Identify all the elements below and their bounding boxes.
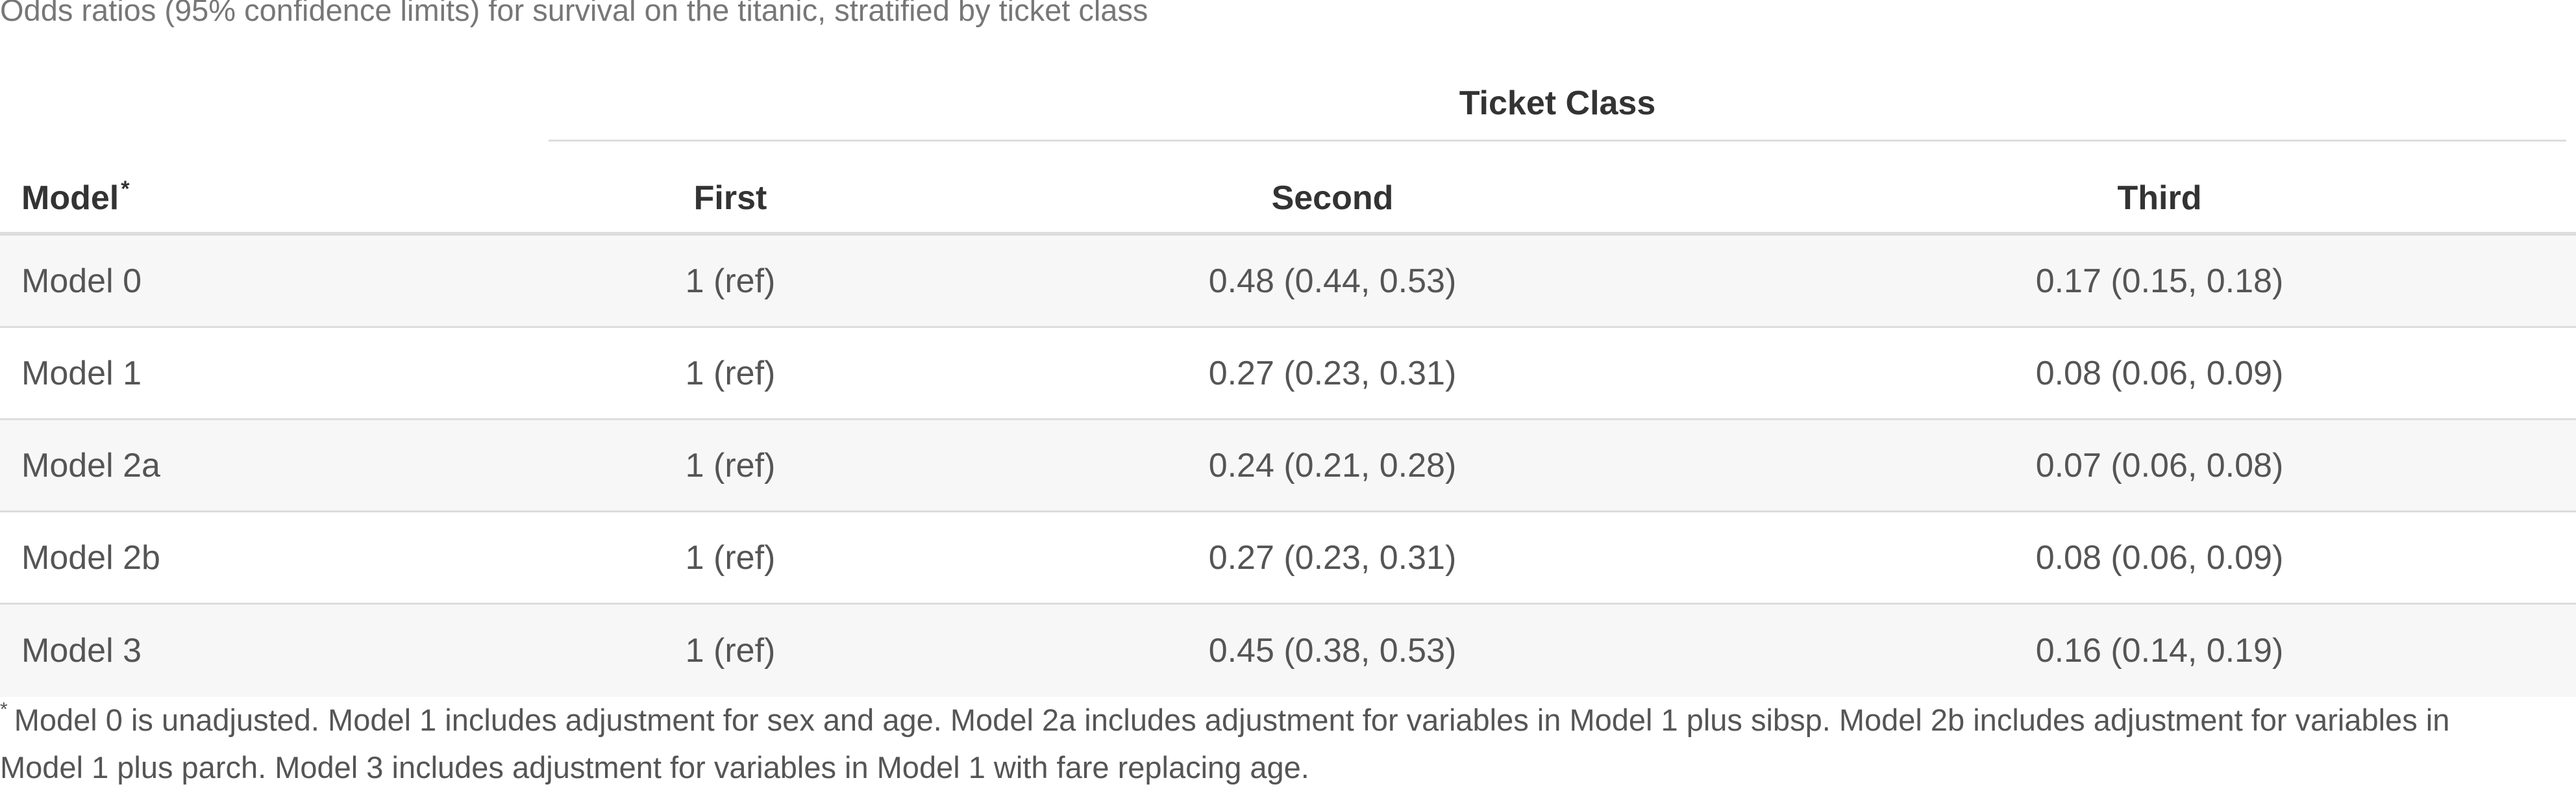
column-spanner-ticket-class: Ticket Class [1459, 84, 1656, 122]
table-row: Model 3 1 (ref) 0.45 (0.38, 0.53) 0.16 (… [0, 605, 2576, 697]
cell-first: 1 (ref) [685, 262, 776, 300]
table-header-row: Model * First Second Third [0, 162, 2576, 234]
table-body: Model 0 1 (ref) 0.48 (0.44, 0.53) 0.17 (… [0, 236, 2576, 697]
table-caption: Odds ratios (95% confidence limits) for … [0, 0, 1148, 27]
cell-first: 1 (ref) [685, 354, 776, 392]
cell-second: 0.27 (0.23, 0.31) [1208, 538, 1457, 577]
cell-first: 1 (ref) [685, 538, 776, 577]
cell-model: Model 2a [21, 446, 160, 484]
cell-second: 0.45 (0.38, 0.53) [1208, 632, 1457, 670]
cell-third: 0.08 (0.06, 0.09) [2035, 538, 2284, 577]
table-row: Model 1 1 (ref) 0.27 (0.23, 0.31) 0.08 (… [0, 328, 2576, 420]
cell-second: 0.27 (0.23, 0.31) [1208, 354, 1457, 392]
cell-second: 0.24 (0.21, 0.28) [1208, 446, 1457, 484]
spanner-divider [549, 140, 2566, 142]
footnote-text: Model 0 is unadjusted. Model 1 includes … [0, 703, 2450, 785]
footnote-marker: * [0, 699, 8, 721]
cell-third: 0.16 (0.14, 0.19) [2035, 632, 2284, 670]
cell-third: 0.08 (0.06, 0.09) [2035, 354, 2284, 392]
cell-third: 0.17 (0.15, 0.18) [2035, 262, 2284, 300]
header-third: Third [2117, 179, 2202, 217]
header-model-label: Model [21, 179, 119, 217]
cell-first: 1 (ref) [685, 446, 776, 484]
cell-first: 1 (ref) [685, 632, 776, 670]
table-row: Model 2a 1 (ref) 0.24 (0.21, 0.28) 0.07 … [0, 420, 2576, 512]
table-row: Model 0 1 (ref) 0.48 (0.44, 0.53) 0.17 (… [0, 236, 2576, 328]
cell-third: 0.07 (0.06, 0.08) [2035, 446, 2284, 484]
cell-model: Model 2b [21, 538, 160, 577]
header-divider [0, 232, 2576, 236]
header-second: Second [1271, 179, 1394, 217]
cell-model: Model 3 [21, 632, 142, 670]
cell-model: Model 0 [21, 262, 142, 300]
header-model: Model * [21, 177, 130, 217]
table-row: Model 2b 1 (ref) 0.27 (0.23, 0.31) 0.08 … [0, 512, 2576, 605]
cell-model: Model 1 [21, 354, 142, 392]
header-first: First [693, 179, 767, 217]
table-footnote: * Model 0 is unadjusted. Model 1 includes… [0, 696, 2532, 791]
cell-second: 0.48 (0.44, 0.53) [1208, 262, 1457, 300]
